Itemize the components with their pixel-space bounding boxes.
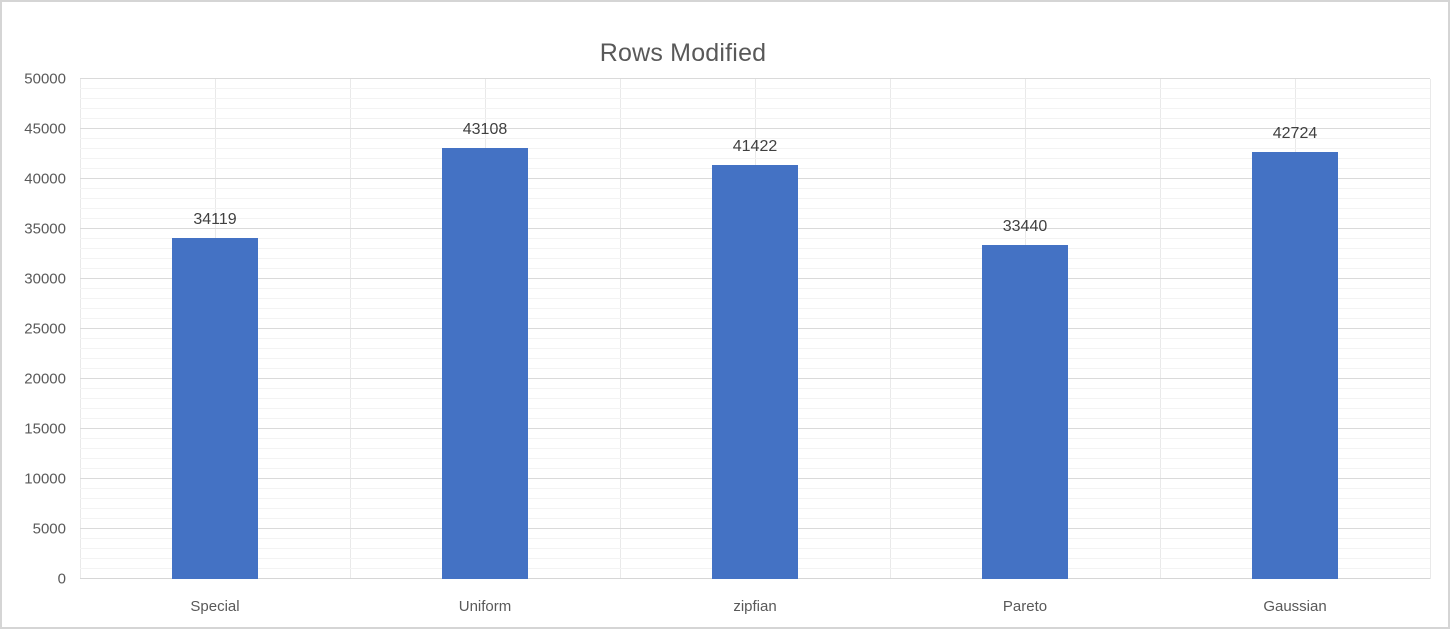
y-axis-tick-label: 0 xyxy=(57,570,66,588)
y-axis-tick-label: 20000 xyxy=(24,370,66,388)
minor-gridline xyxy=(80,108,1430,109)
major-gridline xyxy=(80,78,1430,79)
vertical-gridline xyxy=(350,79,351,579)
y-axis-tick-label: 45000 xyxy=(24,120,66,138)
bar-uniform xyxy=(442,147,528,579)
bar-value-label: 33440 xyxy=(1002,217,1048,235)
minor-gridline xyxy=(80,148,1430,149)
x-axis-label-zipfian: zipfian xyxy=(733,598,777,615)
y-axis-tick-label: 25000 xyxy=(24,320,66,338)
vertical-gridline xyxy=(620,79,621,579)
minor-gridline xyxy=(80,98,1430,99)
x-axis-label-pareto: Pareto xyxy=(1002,598,1048,615)
bar-special xyxy=(172,237,258,579)
minor-gridline xyxy=(80,158,1430,159)
minor-gridline xyxy=(80,118,1430,119)
y-axis-tick-label: 50000 xyxy=(24,70,66,88)
bar-value-label: 43108 xyxy=(462,120,508,138)
x-axis-label-special: Special xyxy=(190,598,240,615)
bar-zipfian xyxy=(712,164,798,579)
bar-value-label: 41422 xyxy=(732,137,778,155)
major-gridline xyxy=(80,128,1430,129)
x-axis-label-uniform: Uniform xyxy=(458,598,512,615)
x-axis: Special Uniform zipfian Pareto Gaussian xyxy=(80,598,1430,620)
vertical-gridline xyxy=(1160,79,1161,579)
y-axis-tick-label: 5000 xyxy=(32,520,66,538)
x-axis-label-gaussian: Gaussian xyxy=(1263,598,1327,615)
vertical-gridline xyxy=(80,79,81,579)
vertical-gridline xyxy=(1430,79,1431,579)
y-axis: 0 5000 10000 15000 20000 25000 30000 35000 40000… xyxy=(2,72,66,587)
bar-gaussian xyxy=(1252,151,1338,579)
bar-value-label: 42724 xyxy=(1272,124,1318,142)
bar-pareto xyxy=(982,244,1068,579)
y-axis-tick-label: 15000 xyxy=(24,420,66,438)
y-axis-tick-label: 10000 xyxy=(24,470,66,488)
y-axis-tick-label: 35000 xyxy=(24,220,66,238)
chart-title: Rows Modified xyxy=(599,39,767,67)
minor-gridline xyxy=(80,88,1430,89)
minor-gridline xyxy=(80,138,1430,139)
y-axis-tick-label: 30000 xyxy=(24,270,66,288)
plot-area: 34119 43108 41422 33440 42724 xyxy=(80,78,1431,579)
vertical-gridline xyxy=(890,79,891,579)
bar-value-label: 34119 xyxy=(193,210,237,228)
y-axis-tick-label: 40000 xyxy=(24,170,66,188)
